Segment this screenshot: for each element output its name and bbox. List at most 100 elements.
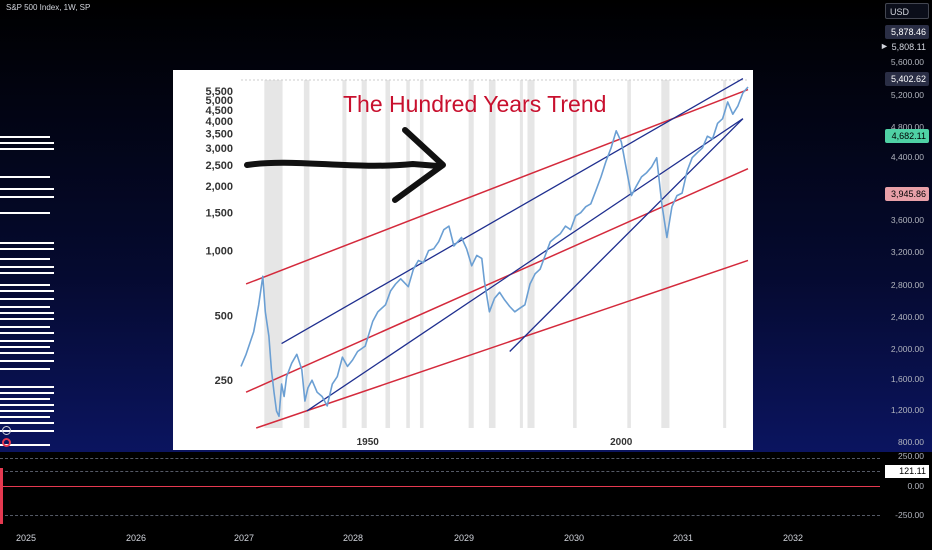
drawing-line — [0, 272, 54, 274]
y-tick-label: 5,500 — [205, 86, 233, 98]
price-arrow-icon: ► — [880, 41, 889, 51]
drawing-line — [0, 392, 54, 394]
arrow-head — [392, 127, 446, 203]
drawing-line — [0, 242, 54, 244]
red-trend-line — [255, 259, 749, 429]
time-label-2025: 2025 — [16, 533, 37, 543]
indicator-pane[interactable]: 250.00 121.11 0.00 -250.00 — [0, 451, 932, 528]
recession-band — [661, 80, 670, 428]
price-box: 4,682.11 — [885, 129, 929, 143]
price-tick: 1,200.00 — [890, 405, 924, 415]
recession-band — [723, 80, 727, 428]
price-tick: 4,800.00 — [890, 122, 924, 132]
recession-band — [361, 80, 367, 428]
drawing-line — [0, 148, 54, 150]
recession-band — [303, 80, 310, 428]
chart-title: The Hundred Years Trend — [343, 91, 606, 117]
drawing-lines — [0, 0, 60, 460]
drawing-line — [0, 398, 50, 400]
blue-trend-line — [509, 118, 744, 352]
price-tick: 800.00 — [898, 437, 924, 447]
x-tick-label: 1950 — [357, 437, 380, 448]
drawing-line — [0, 360, 54, 362]
drawing-line — [0, 368, 50, 370]
indicator-value-box: 121.11 — [885, 465, 929, 478]
y-tick-label: 2,000 — [205, 181, 233, 193]
trend-chart: 5,500 5,000 4,500 4,000 3,500 3,000 2,500 2,000… — [173, 70, 753, 450]
y-tick-label: 500 — [215, 310, 233, 322]
drawing-line — [0, 290, 54, 292]
drawing-line — [0, 136, 50, 138]
y-tick-label: 3,000 — [205, 143, 233, 155]
drawing-line — [0, 266, 54, 268]
recession-band — [468, 80, 474, 428]
time-label-2026: 2026 — [126, 533, 147, 543]
y-tick-label: 250 — [215, 375, 233, 387]
y-tick-label: 2,500 — [205, 160, 233, 172]
recession-band — [406, 80, 410, 428]
time-label-2027: 2027 — [234, 533, 255, 543]
recession-band — [488, 80, 496, 428]
drawing-line — [0, 176, 50, 178]
time-label-2028: 2028 — [343, 533, 364, 543]
drawing-line — [0, 430, 54, 432]
drawing-line — [0, 346, 50, 348]
recession-band — [519, 80, 523, 428]
time-label-2030: 2030 — [564, 533, 585, 543]
blue-trend-line — [281, 77, 744, 345]
x-tick-label: 2000 — [610, 437, 633, 448]
price-tick: 2,000.00 — [890, 344, 924, 354]
drawing-line — [0, 340, 54, 342]
price-tick: 3,200.00 — [890, 247, 924, 257]
y-tick-label: 4,000 — [205, 116, 233, 128]
recession-band — [527, 80, 535, 428]
recession-band — [627, 80, 631, 428]
drawing-line — [0, 258, 50, 260]
indicator-dash-bottom — [0, 515, 880, 516]
indicator-dash-top — [0, 458, 880, 459]
y-tick-label: 5,000 — [205, 95, 233, 107]
arrow-shaft — [244, 159, 441, 169]
price-tick: 5,600.00 — [890, 57, 924, 67]
y-tick-label: 4,500 — [205, 105, 233, 117]
time-axis[interactable]: 2025 2026 2027 2028 2029 2030 2031 2032 — [0, 528, 932, 550]
drawing-line — [0, 142, 54, 144]
drawing-line — [0, 318, 54, 320]
drawing-line — [0, 196, 54, 198]
time-label-2029: 2029 — [454, 533, 475, 543]
drawing-line — [0, 212, 50, 214]
y-tick-label: 3,500 — [205, 128, 233, 140]
alert-icon[interactable] — [2, 438, 11, 447]
indicator-tick-250: 250.00 — [898, 451, 924, 461]
recession-band — [264, 80, 283, 428]
drawing-line — [0, 416, 50, 418]
price-box: 3,945.86 — [885, 187, 929, 201]
recession-band — [385, 80, 391, 428]
time-label-2032: 2032 — [783, 533, 804, 543]
indicator-bar — [0, 468, 3, 524]
indicator-zero-line — [0, 486, 880, 487]
price-tick: 5,200.00 — [890, 90, 924, 100]
drawing-line — [0, 352, 54, 354]
symbol-title[interactable]: S&P 500 Index, 1W, SP — [6, 3, 91, 12]
drawing-line — [0, 248, 54, 250]
price-box: 5,808.11 — [891, 42, 926, 52]
recession-band — [573, 80, 577, 428]
price-box: 5,878.46 — [885, 25, 929, 39]
draw-tool-icon[interactable] — [2, 426, 11, 435]
indicator-dash-mid — [0, 471, 880, 472]
drawing-line — [0, 404, 54, 406]
drawing-line — [0, 284, 50, 286]
price-tick: 1,600.00 — [890, 374, 924, 384]
y-tick-label: 1,500 — [205, 208, 233, 220]
drawing-line — [0, 386, 54, 388]
drawing-line — [0, 422, 54, 424]
y-tick-label: 1,000 — [205, 246, 233, 258]
drawing-line — [0, 298, 54, 300]
red-trend-line — [245, 168, 749, 393]
price-tick: 2,400.00 — [890, 312, 924, 322]
price-tick: 4,400.00 — [890, 152, 924, 162]
price-tick: 3,600.00 — [890, 215, 924, 225]
currency-button[interactable]: USD — [885, 3, 929, 19]
